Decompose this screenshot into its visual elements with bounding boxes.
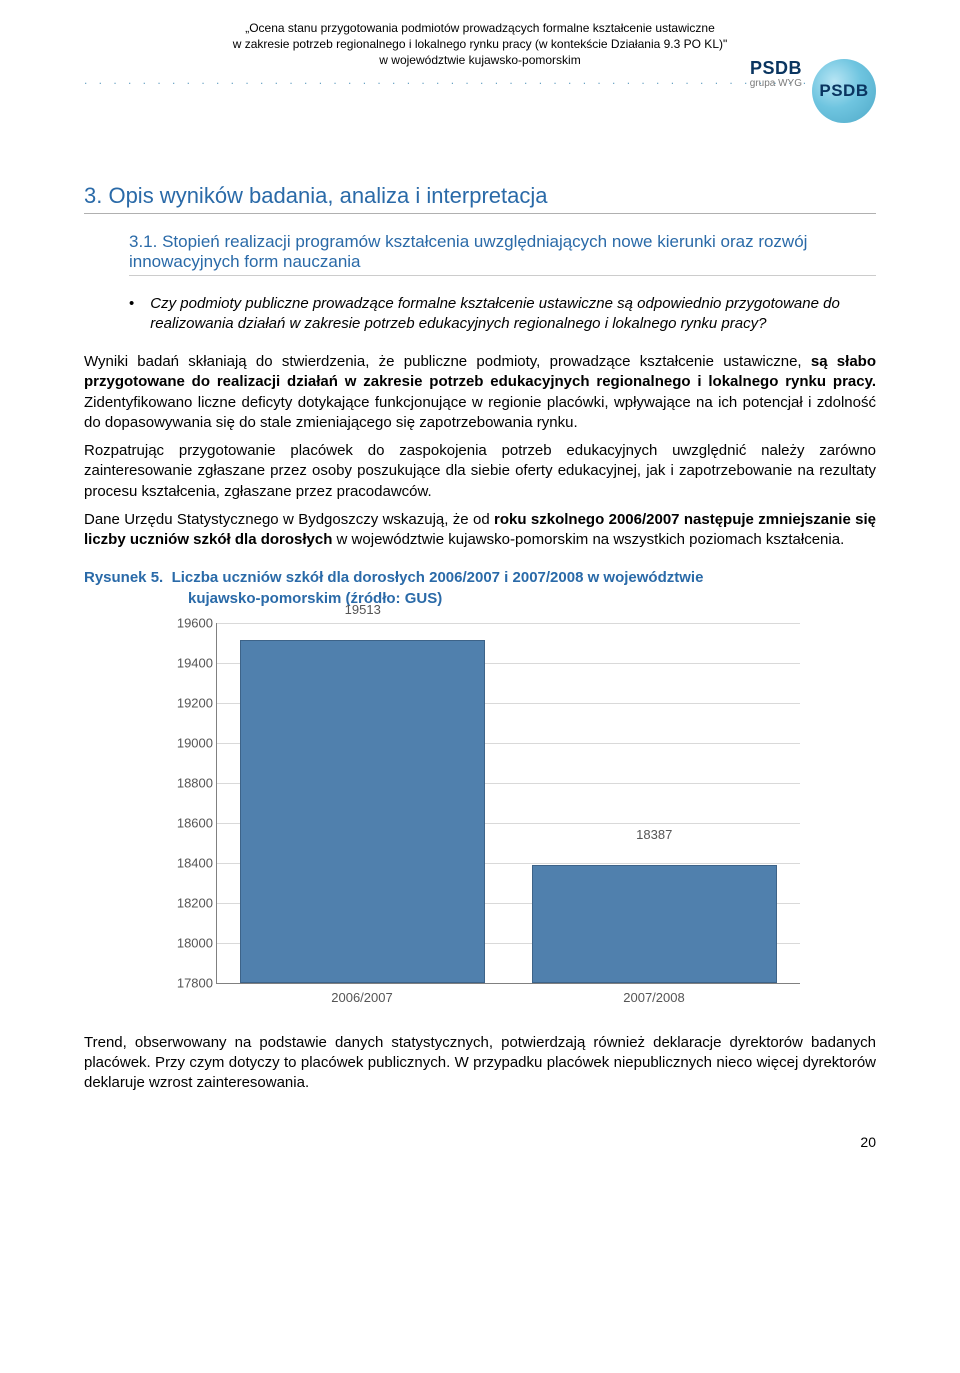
logo-sub: grupa WYG [750,78,802,89]
chart-y-tick: 19200 [161,695,213,710]
figure-title-2: kujawsko-pomorskim (źródło: GUS) [84,589,876,609]
logo-main: PSDB [750,59,802,79]
logo-circle-text: PSDB [819,81,868,101]
para1-pre: Wyniki badań skłaniają do stwierdzenia, … [84,353,811,370]
chart-y-tick: 19400 [161,655,213,670]
paragraph-1: Wyniki badań skłaniają do stwierdzenia, … [84,352,876,433]
sub-heading: 3.1. Stopień realizacji programów kształ… [129,232,876,276]
logo-circle-icon: PSDB [812,59,876,123]
chart-y-tick: 18800 [161,775,213,790]
header-line-2: w zakresie potrzeb regionalnego i lokaln… [84,36,876,52]
chart-x-tick: 2007/2008 [508,990,800,1005]
chart-y-tick: 18400 [161,855,213,870]
chart-y-tick: 18600 [161,815,213,830]
bullet-text: Czy podmioty publiczne prowadzące formal… [150,294,876,335]
para3-post: w województwie kujawsko-pomorskim na wsz… [332,531,844,548]
para1-post: Zidentyfikowano liczne deficyty dotykają… [84,394,876,431]
figure-prefix: Rysunek 5. [84,569,163,586]
paragraph-2: Rozpatrując przygotowanie placówek do za… [84,441,876,502]
chart-y-tick: 18000 [161,935,213,950]
chart-y-tick: 17800 [161,975,213,990]
chart-bar [532,865,777,982]
footer-paragraph: Trend, obserwowany na podstawie danych s… [84,1033,876,1094]
chart-y-tick: 19600 [161,615,213,630]
chart-bar-value: 18387 [636,827,672,846]
chart-x-axis: 2006/20072007/2008 [216,984,800,1005]
figure-title-1: Liczba uczniów szkół dla dorosłych 2006/… [172,569,704,586]
figure-caption: Rysunek 5. Liczba uczniów szkół dla doro… [84,568,876,609]
logo-text: PSDB grupa WYG [750,59,802,90]
section-heading: 3. Opis wyników badania, analiza i inter… [84,183,876,214]
para3-pre: Dane Urzędu Statystycznego w Bydgoszczy … [84,511,494,528]
page: „Ocena stanu przygotowania podmiotów pro… [0,0,960,1190]
header-line-1: „Ocena stanu przygotowania podmiotów pro… [84,20,876,36]
chart-y-tick: 18200 [161,895,213,910]
page-number: 20 [84,1134,876,1150]
chart-gridline [217,623,800,624]
bullet-marker: • [129,294,134,335]
chart-plot-area: 1780018000182001840018600188001900019200… [216,623,800,984]
bullet-item: • Czy podmioty publiczne prowadzące form… [129,294,876,335]
chart-bar [240,640,485,983]
chart-y-tick: 19000 [161,735,213,750]
chart-container: 17800 18000 18200 18400 18600 18800 19000 19200… [84,623,876,1005]
paragraph-3: Dane Urzędu Statystycznego w Bydgoszczy … [84,510,876,551]
bar-chart: 17800 18000 18200 18400 18600 18800 19000 19200… [160,623,800,1005]
chart-x-tick: 2006/2007 [216,990,508,1005]
chart-bar-value: 19513 [345,602,381,621]
